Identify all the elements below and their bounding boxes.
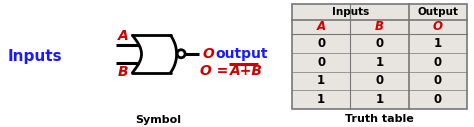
Text: O =: O = — [200, 64, 233, 78]
Text: 0: 0 — [434, 56, 442, 69]
Text: Truth table: Truth table — [345, 114, 414, 124]
Text: 0: 0 — [434, 93, 442, 106]
Circle shape — [177, 50, 185, 58]
Text: A+B: A+B — [230, 64, 263, 78]
Text: 0: 0 — [434, 74, 442, 87]
Text: 0: 0 — [317, 37, 325, 50]
Text: B: B — [375, 20, 384, 34]
Text: B: B — [118, 65, 128, 79]
Bar — [292, 4, 467, 109]
Text: Inputs: Inputs — [8, 50, 63, 65]
Text: 0: 0 — [375, 37, 383, 50]
Bar — [292, 4, 467, 109]
Text: O: O — [433, 20, 443, 34]
Polygon shape — [133, 35, 177, 73]
Text: 1: 1 — [317, 93, 325, 106]
Text: 1: 1 — [317, 74, 325, 87]
Text: Symbol: Symbol — [135, 115, 181, 125]
Text: 1: 1 — [375, 56, 383, 69]
Text: 0: 0 — [317, 56, 325, 69]
Text: 0: 0 — [375, 74, 383, 87]
Text: 1: 1 — [434, 37, 442, 50]
Text: 1: 1 — [375, 93, 383, 106]
Text: output: output — [215, 47, 268, 61]
Text: O: O — [202, 47, 214, 61]
Text: A: A — [118, 29, 129, 43]
Text: A: A — [317, 20, 326, 34]
Text: Inputs: Inputs — [332, 7, 369, 17]
Text: Output: Output — [417, 7, 458, 17]
